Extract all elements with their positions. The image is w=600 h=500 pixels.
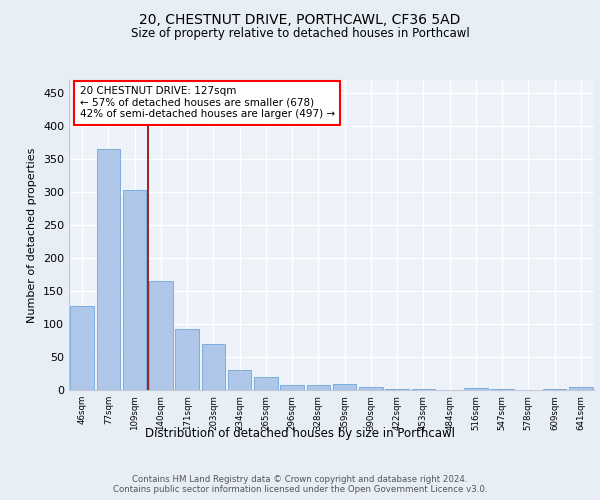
- Bar: [280, 384, 304, 390]
- Bar: [307, 384, 330, 390]
- Bar: [97, 150, 120, 390]
- Bar: [569, 388, 593, 390]
- Bar: [333, 384, 356, 390]
- Bar: [228, 370, 251, 390]
- Bar: [123, 190, 146, 390]
- Text: Distribution of detached houses by size in Porthcawl: Distribution of detached houses by size …: [145, 428, 455, 440]
- Y-axis label: Number of detached properties: Number of detached properties: [28, 148, 37, 322]
- Bar: [464, 388, 488, 390]
- Bar: [70, 306, 94, 390]
- Text: Contains HM Land Registry data © Crown copyright and database right 2024.
Contai: Contains HM Land Registry data © Crown c…: [113, 475, 487, 494]
- Bar: [385, 388, 409, 390]
- Text: Size of property relative to detached houses in Porthcawl: Size of property relative to detached ho…: [131, 28, 469, 40]
- Bar: [202, 344, 225, 390]
- Text: 20, CHESTNUT DRIVE, PORTHCAWL, CF36 5AD: 20, CHESTNUT DRIVE, PORTHCAWL, CF36 5AD: [139, 12, 461, 26]
- Bar: [149, 281, 173, 390]
- Bar: [359, 388, 383, 390]
- Text: 20 CHESTNUT DRIVE: 127sqm
← 57% of detached houses are smaller (678)
42% of semi: 20 CHESTNUT DRIVE: 127sqm ← 57% of detac…: [79, 86, 335, 120]
- Bar: [175, 328, 199, 390]
- Bar: [254, 377, 278, 390]
